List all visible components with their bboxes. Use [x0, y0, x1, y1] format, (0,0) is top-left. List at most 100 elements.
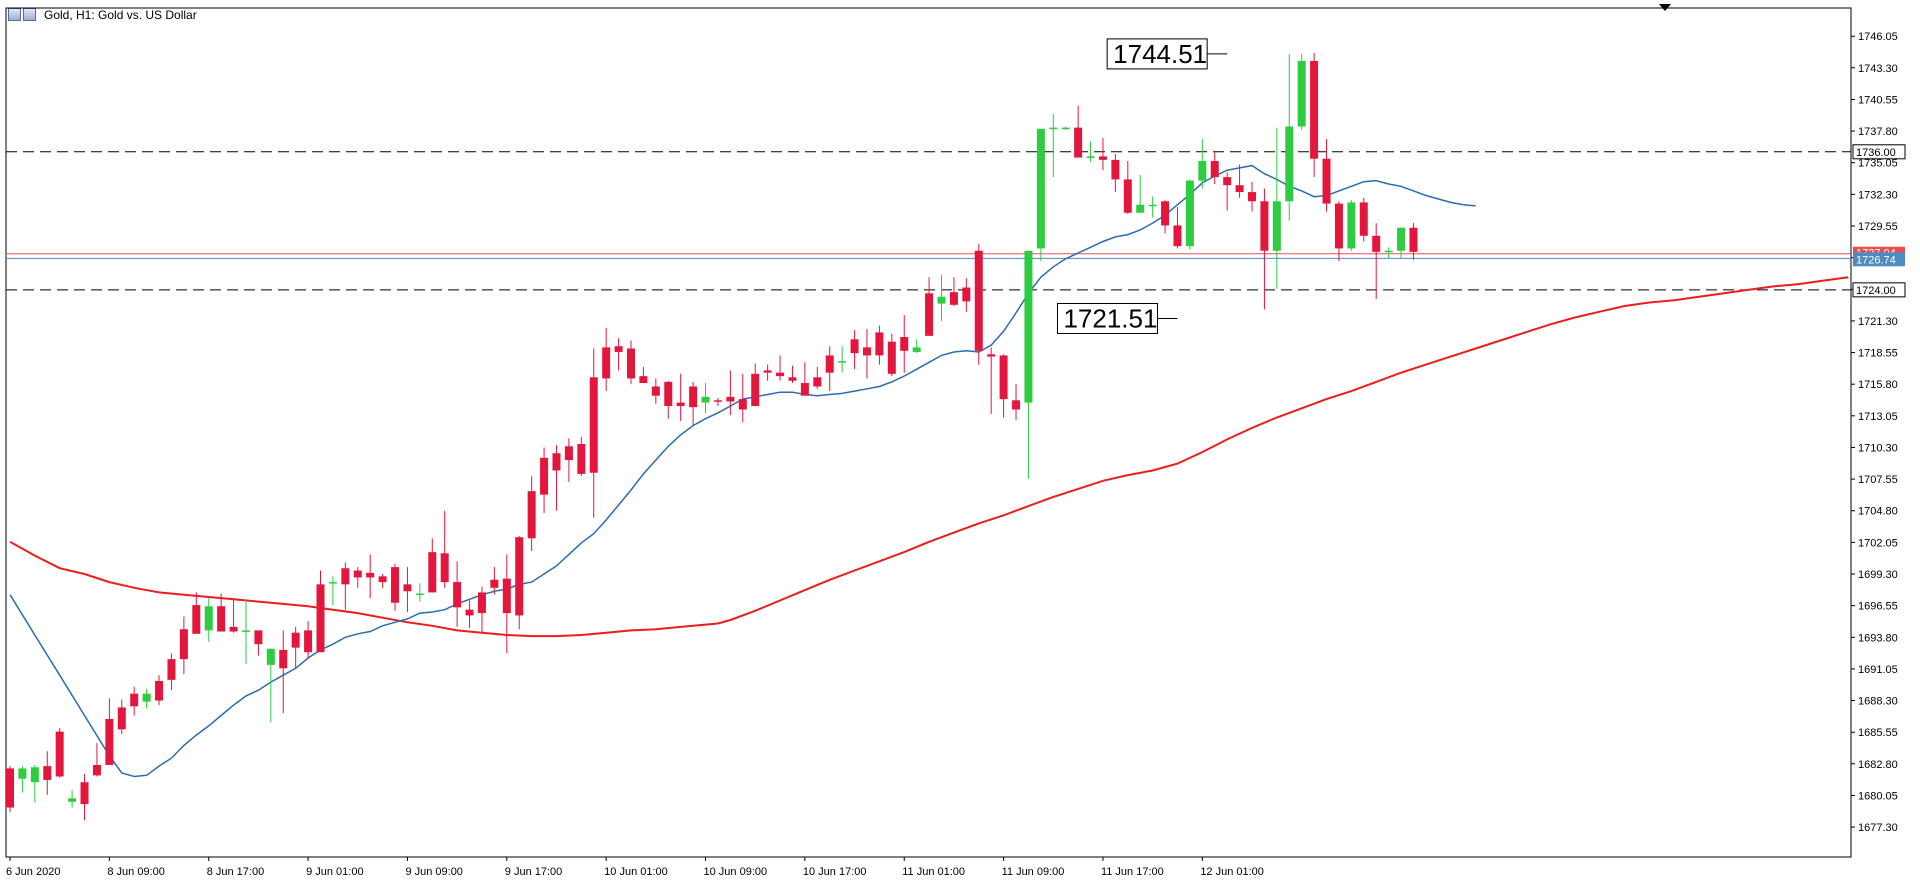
candle-bull[interactable]: [1024, 250, 1033, 403]
candle-bear[interactable]: [1161, 201, 1170, 226]
candle-bull[interactable]: [1061, 127, 1070, 130]
candle-bull[interactable]: [68, 798, 77, 802]
candle-bear[interactable]: [403, 584, 412, 592]
candle-bear[interactable]: [291, 632, 300, 648]
candle-bear[interactable]: [1334, 203, 1343, 249]
candle-bull[interactable]: [1136, 204, 1145, 213]
candle-bear[interactable]: [639, 376, 648, 384]
candle-bull[interactable]: [1148, 204, 1157, 207]
candle-bear[interactable]: [825, 355, 834, 373]
candle-bull[interactable]: [701, 396, 710, 403]
candle-bull[interactable]: [142, 693, 151, 702]
candle-bull[interactable]: [328, 582, 337, 584]
candle-bear[interactable]: [515, 537, 524, 616]
candle-bull[interactable]: [415, 593, 424, 596]
candle-bear[interactable]: [279, 649, 288, 669]
candle-bear[interactable]: [614, 346, 623, 352]
candle-bear[interactable]: [875, 332, 884, 356]
price-annotation-box[interactable]: [1106, 38, 1208, 70]
candle-bull[interactable]: [912, 347, 921, 352]
candle-bear[interactable]: [1074, 127, 1083, 158]
candle-bear[interactable]: [577, 444, 586, 474]
candle-bear[interactable]: [676, 402, 685, 407]
candle-bull[interactable]: [1384, 250, 1393, 253]
candle-bear[interactable]: [540, 457, 549, 495]
candle-bear[interactable]: [490, 579, 499, 588]
candle-bear[interactable]: [527, 491, 536, 539]
candle-bear[interactable]: [1223, 177, 1232, 186]
candle-bear[interactable]: [217, 606, 226, 632]
candle-bear[interactable]: [962, 287, 971, 302]
candle-bear[interactable]: [477, 592, 486, 614]
candle-bear[interactable]: [763, 370, 772, 373]
candle-bear[interactable]: [502, 578, 511, 614]
candle-bear[interactable]: [1359, 202, 1368, 236]
candle-bear[interactable]: [689, 386, 698, 408]
candle-bull[interactable]: [241, 630, 250, 632]
candle-bear[interactable]: [105, 718, 114, 765]
candle-bull[interactable]: [1049, 127, 1058, 130]
candle-bear[interactable]: [341, 568, 350, 585]
candle-bear[interactable]: [664, 381, 673, 407]
candle-bear[interactable]: [925, 293, 934, 336]
candle-bear[interactable]: [1409, 227, 1418, 252]
candle-bear[interactable]: [726, 396, 735, 402]
candle-bear[interactable]: [627, 348, 635, 379]
candle-bear[interactable]: [1235, 185, 1244, 193]
candle-bull[interactable]: [1185, 180, 1194, 247]
candle-bear[interactable]: [800, 383, 809, 396]
candle-bull[interactable]: [1272, 201, 1281, 251]
candle-bear[interactable]: [751, 373, 760, 407]
candle-bear[interactable]: [43, 766, 52, 780]
candle-bear[interactable]: [92, 764, 101, 776]
candle-bear[interactable]: [651, 386, 660, 396]
candle-bear[interactable]: [987, 354, 996, 357]
candle-bear[interactable]: [1260, 201, 1269, 251]
candle-bear[interactable]: [428, 552, 437, 593]
candle-bear[interactable]: [552, 453, 561, 471]
candle-bear[interactable]: [999, 355, 1008, 400]
candle-bear[interactable]: [713, 400, 722, 402]
candle-bull[interactable]: [838, 361, 847, 363]
candle-bear[interactable]: [813, 377, 822, 387]
candle-bear[interactable]: [378, 576, 387, 583]
candle-bear[interactable]: [602, 347, 611, 379]
candle-bear[interactable]: [155, 680, 164, 701]
candle-bull[interactable]: [1036, 128, 1045, 249]
candle-bear[interactable]: [80, 782, 89, 805]
candle-bear[interactable]: [974, 250, 983, 351]
candle-bull[interactable]: [937, 296, 946, 304]
candle-bear[interactable]: [366, 572, 375, 578]
candle-bear[interactable]: [316, 584, 325, 653]
candle-bear[interactable]: [1248, 192, 1256, 202]
candle-bear[interactable]: [589, 377, 598, 473]
candle-bull[interactable]: [1285, 126, 1294, 202]
candle-bear[interactable]: [167, 659, 176, 680]
candle-bear[interactable]: [391, 567, 400, 603]
candle-bear[interactable]: [465, 609, 474, 616]
candle-bear[interactable]: [850, 339, 859, 354]
candle-bear[interactable]: [887, 341, 896, 374]
candle-bear[interactable]: [788, 377, 797, 381]
candle-bull[interactable]: [30, 767, 39, 783]
candle-bull[interactable]: [204, 606, 213, 631]
candle-bull[interactable]: [1397, 227, 1406, 251]
candle-bear[interactable]: [55, 731, 64, 777]
candle-bear[interactable]: [130, 693, 139, 707]
candle-bear[interactable]: [440, 553, 449, 583]
candle-bull[interactable]: [1297, 60, 1306, 127]
candle-bull[interactable]: [1347, 202, 1356, 249]
candle-bear[interactable]: [179, 629, 188, 660]
price-annotation-box[interactable]: [1056, 302, 1158, 334]
candle-bear[interactable]: [1111, 159, 1120, 180]
candle-bear[interactable]: [1123, 179, 1132, 213]
candle-bear[interactable]: [1210, 161, 1219, 178]
candle-bear[interactable]: [1310, 60, 1319, 159]
candle-bear[interactable]: [453, 582, 462, 608]
candle-bear[interactable]: [949, 292, 958, 305]
candle-bear[interactable]: [192, 605, 201, 634]
candle-bear[interactable]: [229, 626, 238, 632]
candle-bull[interactable]: [1198, 161, 1207, 181]
